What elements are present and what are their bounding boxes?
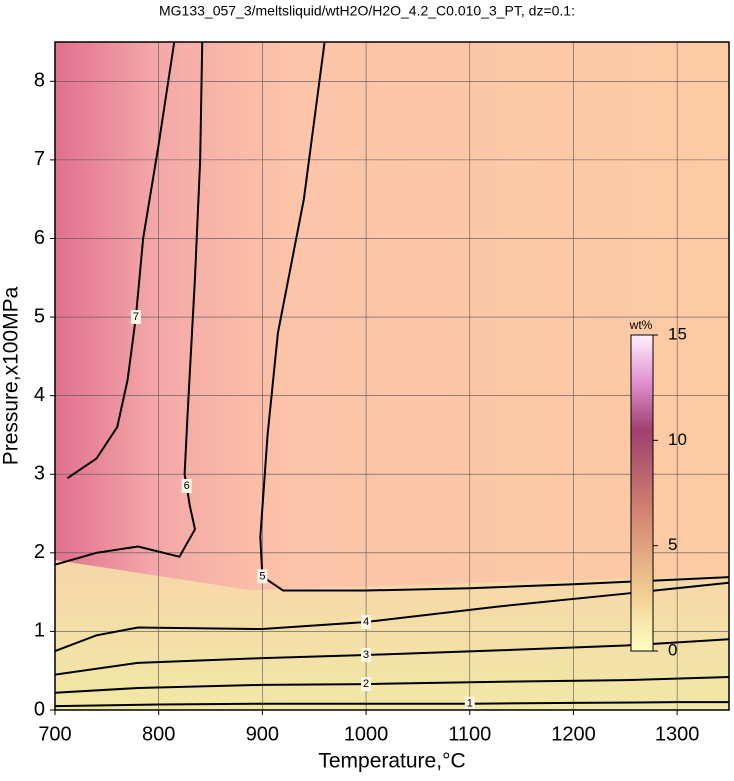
y-tick-label: 3 [34, 463, 45, 485]
contour-line [66, 42, 176, 479]
colorbar-tick-label: 5 [668, 535, 677, 554]
contour-label-box [464, 696, 475, 710]
plot-frame [54, 41, 730, 711]
y-tick-label: 7 [34, 148, 45, 170]
x-tick-label: 1200 [551, 723, 596, 745]
y-tick-label: 5 [34, 305, 45, 327]
x-tick-label: 1100 [448, 723, 491, 745]
x-tick-label: 800 [142, 723, 175, 745]
contour-label-box [257, 569, 268, 584]
y-tick-label: 0 [34, 698, 45, 720]
y-tick-label: 4 [34, 384, 45, 406]
x-tick-label: 1000 [344, 723, 389, 745]
x-tick-label: 1300 [655, 723, 700, 745]
contour-line [55, 42, 204, 566]
contour-label-box [361, 614, 372, 629]
contour-label-box [181, 479, 192, 494]
colorbar-tick-label: 10 [668, 430, 687, 449]
contour-label-box [361, 647, 372, 662]
contour-label: 2 [363, 678, 369, 690]
contour-label: 1 [467, 698, 473, 710]
y-tick-label: 8 [34, 70, 45, 92]
colorbar [630, 334, 654, 652]
contour-label: 5 [259, 570, 265, 582]
contour-label: 6 [184, 480, 190, 492]
x-axis-label: Temperature,°C [318, 750, 465, 773]
y-tick-label: 1 [34, 620, 45, 642]
y-axis-label: Pressure,x100MPa [0, 286, 23, 465]
chart-title: MG133_057_3/meltsliquid/wtH2O/H2O_4.2_C0… [159, 3, 575, 19]
contour-label-box [130, 310, 141, 325]
low-region [55, 560, 729, 710]
contour-line [55, 581, 729, 652]
x-tick-label: 700 [38, 723, 71, 745]
contour-label-box [361, 677, 372, 692]
contour-label: 3 [363, 649, 369, 661]
contour-label: 7 [133, 311, 139, 323]
x-tick-label: 900 [246, 723, 279, 745]
colorbar-label: wt% [629, 318, 653, 332]
y-tick-label: 6 [34, 227, 45, 249]
y-tick-label: 2 [34, 541, 45, 563]
contour-label: 4 [363, 616, 369, 628]
colorbar-tick-label: 15 [668, 324, 687, 343]
colorbar-tick-label: 0 [668, 640, 677, 659]
contour-line [55, 701, 729, 708]
